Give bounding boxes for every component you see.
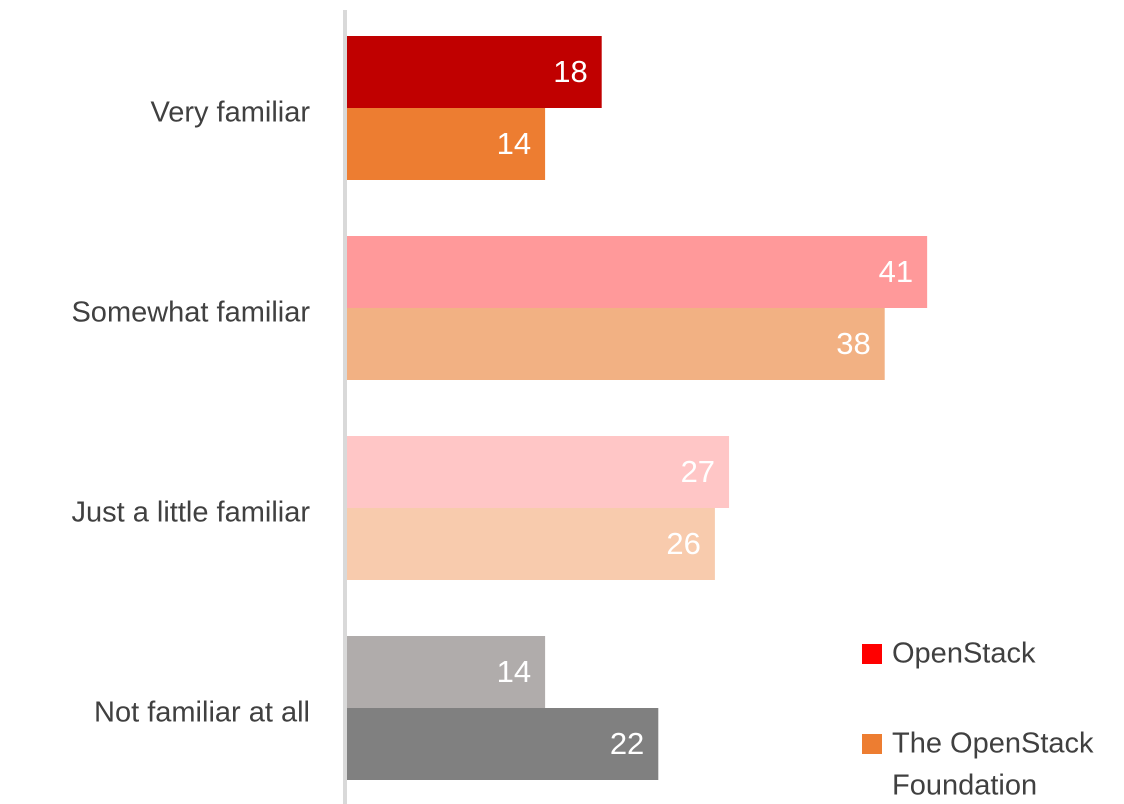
bars-group: 18 14 41 38 27 26 14 22	[347, 36, 928, 780]
bar-openstack	[347, 436, 730, 508]
legend-swatch	[862, 644, 882, 664]
bar-openstack	[347, 636, 546, 708]
bar-value-label: 14	[497, 654, 531, 689]
bar-openstack	[347, 36, 602, 108]
legend-label: OpenStack	[892, 638, 1036, 670]
bar-value-label: 18	[553, 54, 587, 89]
bar-foundation	[347, 308, 885, 380]
bar-foundation	[347, 108, 546, 180]
bar-value-label: 27	[681, 454, 715, 489]
bar-foundation	[347, 508, 715, 580]
bar-foundation	[347, 708, 659, 780]
legend-label: The OpenStack	[892, 728, 1094, 760]
category-labels: Very familiar Somewhat familiar Just a lit…	[71, 97, 310, 729]
legend-swatch	[862, 734, 882, 754]
category-label: Very familiar	[150, 97, 310, 129]
bar-value-label: 41	[879, 254, 913, 289]
category-label: Somewhat familiar	[71, 297, 310, 329]
bar-value-label: 14	[497, 126, 531, 161]
bar-value-label: 22	[610, 726, 644, 761]
bar-openstack	[347, 236, 928, 308]
bar-value-label: 26	[666, 526, 700, 561]
category-label: Just a little familiar	[71, 497, 310, 529]
legend-label: Foundation	[892, 770, 1037, 802]
legend: OpenStack The OpenStack Foundation	[862, 638, 1094, 802]
category-label: Not familiar at all	[94, 697, 310, 729]
bar-value-label: 38	[836, 326, 870, 361]
